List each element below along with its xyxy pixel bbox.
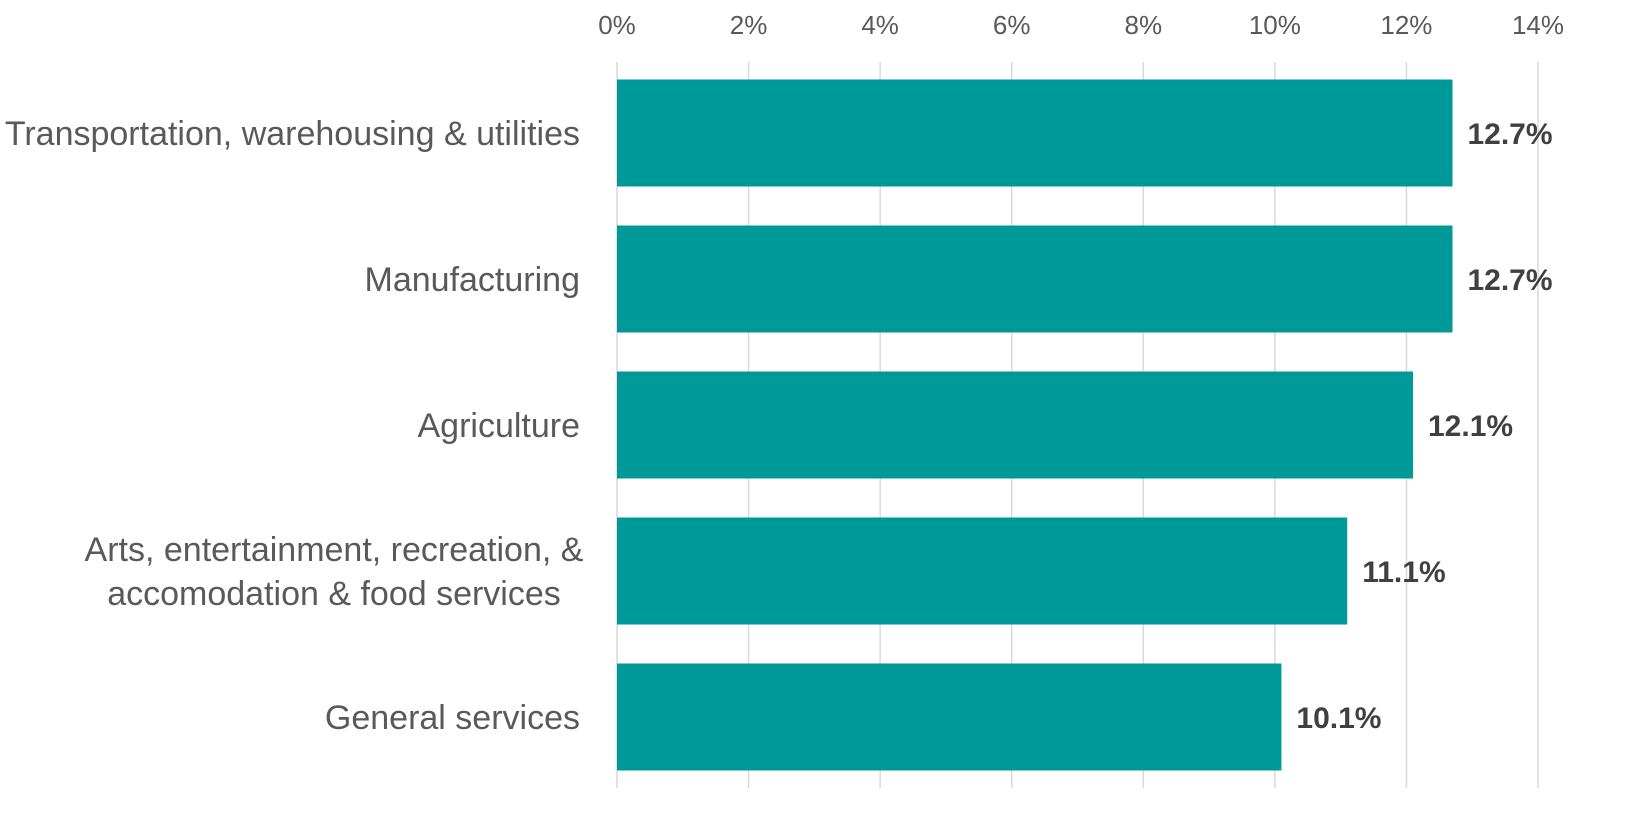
data-label: 10.1% bbox=[1296, 702, 1381, 735]
x-tick-label: 6% bbox=[993, 10, 1031, 40]
bars bbox=[617, 79, 1453, 771]
bar bbox=[617, 225, 1453, 333]
x-axis-ticks: 0% 2% 4% 6% 8% 10% 12% 14% bbox=[598, 10, 1564, 40]
data-label: 12.7% bbox=[1467, 264, 1552, 297]
data-label: 12.7% bbox=[1467, 118, 1552, 151]
data-label: 11.1% bbox=[1362, 556, 1445, 589]
bar bbox=[617, 79, 1453, 187]
value-labels: 12.7% 12.7% 12.1% 11.1% 10.1% bbox=[1296, 118, 1552, 735]
bar bbox=[617, 663, 1282, 771]
x-tick-label: 10% bbox=[1249, 10, 1301, 40]
category-label: Arts, entertainment, recreation, & bbox=[85, 531, 584, 569]
bar bbox=[617, 371, 1414, 479]
x-tick-label: 0% bbox=[598, 10, 636, 40]
x-tick-label: 8% bbox=[1124, 10, 1162, 40]
x-tick-label: 14% bbox=[1512, 10, 1564, 40]
x-tick-label: 2% bbox=[730, 10, 768, 40]
category-label: General services bbox=[325, 699, 580, 737]
category-label: Manufacturing bbox=[365, 261, 580, 299]
category-label: Agriculture bbox=[417, 407, 580, 445]
x-tick-label: 12% bbox=[1380, 10, 1432, 40]
data-label: 12.1% bbox=[1428, 410, 1513, 443]
x-tick-label: 4% bbox=[861, 10, 899, 40]
category-label: Transportation, warehousing & utilities bbox=[5, 115, 580, 153]
bar bbox=[617, 517, 1348, 625]
category-label: accomodation & food services bbox=[107, 575, 561, 613]
category-labels: Transportation, warehousing & utilities M… bbox=[5, 115, 584, 737]
